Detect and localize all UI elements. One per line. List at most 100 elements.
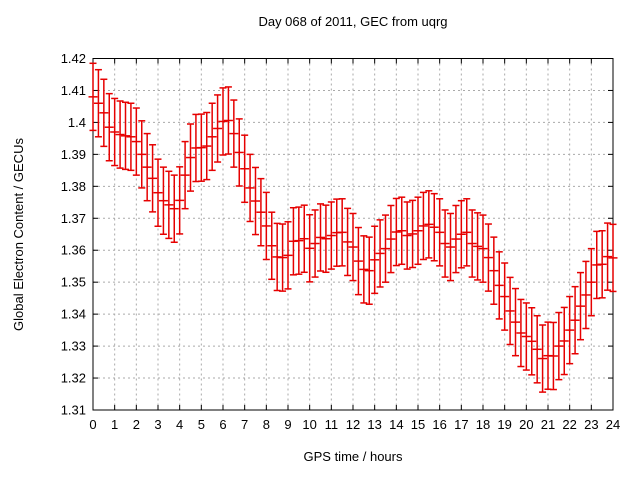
error-bar	[548, 321, 558, 391]
error-bar	[196, 113, 206, 182]
svg-text:1.35: 1.35	[61, 275, 86, 290]
svg-text:1.31: 1.31	[61, 403, 86, 418]
error-bar	[516, 298, 526, 368]
error-bar	[223, 86, 233, 155]
svg-text:10: 10	[302, 417, 316, 432]
error-bar	[148, 144, 158, 213]
error-bar	[565, 295, 575, 365]
error-bar	[500, 262, 510, 331]
chart-title: Day 068 of 2011, GEC from uqrg	[258, 14, 448, 29]
error-bar	[521, 302, 531, 371]
error-bar	[440, 209, 450, 278]
error-bar	[527, 306, 537, 376]
svg-text:1.34: 1.34	[61, 307, 86, 322]
error-bar	[245, 153, 255, 223]
error-bar	[429, 192, 439, 262]
error-bar	[473, 212, 483, 281]
error-bar	[446, 212, 455, 282]
error-bar	[511, 287, 520, 357]
error-bar	[278, 223, 288, 292]
axis-ticks	[92, 58, 614, 411]
error-bar	[532, 314, 542, 384]
error-bar	[391, 197, 401, 267]
error-bar	[310, 209, 320, 278]
error-bar	[402, 201, 412, 270]
error-bar	[158, 166, 168, 235]
error-bar	[164, 170, 174, 240]
error-bar	[229, 99, 239, 168]
svg-text:1.38: 1.38	[61, 179, 86, 194]
errorbar-series	[88, 62, 618, 393]
error-bar	[294, 206, 304, 275]
error-bar	[137, 120, 147, 189]
axis-tick-labels: 0 1 2 3 4 5 6 7 8 9 10 11 12 13 14 15 16 17 18 19 20 21 22 23 24…	[61, 51, 621, 432]
error-bar	[180, 140, 190, 210]
error-bar	[359, 235, 369, 304]
svg-text:21: 21	[541, 417, 555, 432]
error-bar	[494, 251, 504, 320]
error-bar	[418, 191, 428, 261]
error-bar	[353, 226, 363, 296]
error-bar	[467, 209, 477, 278]
svg-text:16: 16	[432, 417, 446, 432]
error-bar	[576, 271, 585, 341]
error-bar	[451, 204, 461, 274]
error-bar	[218, 87, 228, 156]
error-bar	[386, 204, 396, 274]
svg-text:18: 18	[476, 417, 490, 432]
error-bar	[348, 212, 358, 282]
svg-text:1: 1	[111, 417, 118, 432]
error-bar	[478, 214, 488, 283]
error-bar	[121, 101, 130, 171]
error-bar	[115, 100, 125, 169]
svg-text:12: 12	[346, 417, 360, 432]
svg-text:8: 8	[263, 417, 270, 432]
error-bar	[326, 201, 336, 270]
error-bar	[305, 214, 315, 283]
svg-text:0: 0	[89, 417, 96, 432]
error-bar	[283, 221, 293, 290]
error-bar	[104, 92, 114, 162]
error-bar	[267, 211, 277, 281]
svg-text:13: 13	[367, 417, 381, 432]
error-bar	[240, 134, 250, 204]
error-bar	[554, 311, 564, 381]
error-bar	[321, 204, 331, 274]
error-bar	[202, 111, 212, 181]
x-axis-label: GPS time / hours	[303, 449, 403, 464]
svg-text:11: 11	[325, 417, 339, 432]
error-bar	[93, 68, 103, 138]
svg-text:1.41: 1.41	[61, 83, 86, 98]
error-bar	[316, 203, 325, 272]
error-bar	[603, 222, 613, 291]
error-bar	[608, 223, 618, 293]
error-bar	[126, 102, 136, 172]
svg-text:1.4: 1.4	[68, 115, 86, 130]
error-bar	[462, 198, 472, 267]
error-bar	[142, 132, 152, 202]
svg-text:3: 3	[154, 417, 161, 432]
error-bar	[570, 285, 580, 355]
error-bar	[207, 102, 217, 172]
error-bar	[413, 196, 423, 266]
error-bar	[581, 260, 591, 330]
error-bar	[381, 214, 390, 283]
error-bar	[169, 174, 179, 243]
svg-text:23: 23	[584, 417, 598, 432]
error-bar	[299, 204, 309, 274]
svg-text:14: 14	[389, 417, 403, 432]
error-bar	[538, 324, 548, 393]
svg-text:1.36: 1.36	[61, 243, 86, 258]
error-bar	[213, 94, 223, 163]
error-bar	[261, 191, 271, 261]
svg-text:5: 5	[198, 417, 205, 432]
svg-text:7: 7	[241, 417, 248, 432]
error-bar	[153, 158, 163, 228]
error-bar	[435, 198, 445, 267]
svg-text:17: 17	[454, 417, 468, 432]
svg-text:1.33: 1.33	[61, 339, 86, 354]
svg-text:19: 19	[497, 417, 511, 432]
error-bar	[175, 166, 185, 235]
